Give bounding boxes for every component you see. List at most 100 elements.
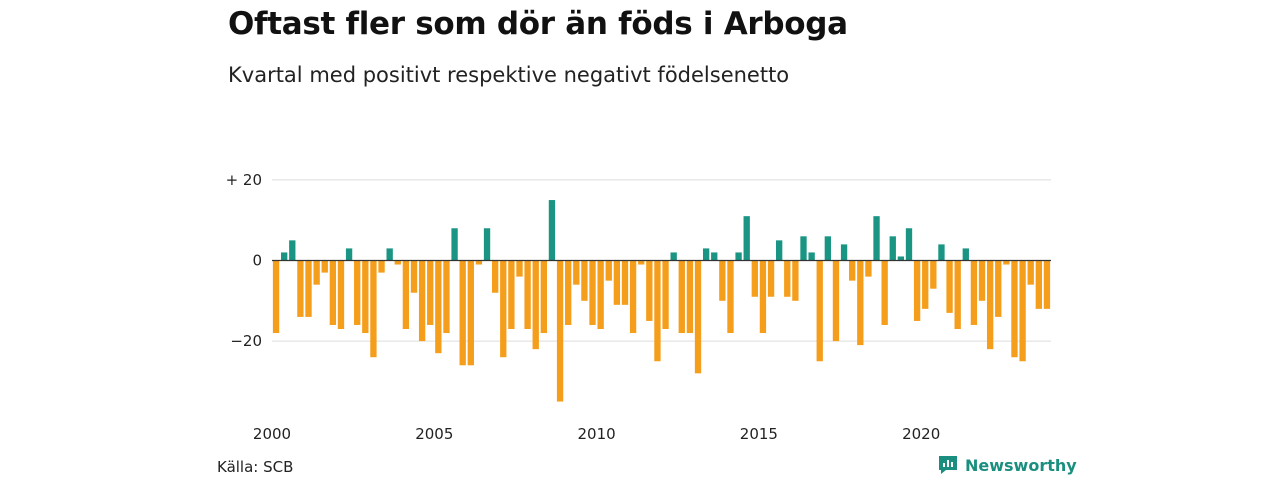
bar [1003, 260, 1010, 265]
y-axis-ticks: + 20 0 −20 [226, 171, 262, 350]
bar [443, 260, 450, 334]
bar [289, 240, 296, 261]
bar [508, 260, 515, 330]
bar [808, 252, 815, 261]
x-tick-label: 2005 [415, 425, 453, 443]
y-tick-label: + 20 [226, 171, 262, 189]
bar [272, 260, 280, 334]
bar [532, 260, 539, 350]
bar [524, 260, 531, 330]
bar [889, 236, 896, 261]
bar [329, 260, 337, 325]
bar [792, 260, 799, 301]
bar [784, 260, 791, 297]
bar [873, 216, 880, 261]
bar [800, 236, 807, 261]
bar [305, 260, 312, 317]
source-note: Källa: SCB [217, 458, 294, 476]
bar [491, 260, 499, 293]
bar [321, 260, 328, 273]
bar [646, 260, 653, 321]
bar [581, 260, 588, 301]
bar [776, 240, 783, 261]
bar [500, 260, 507, 358]
bar [483, 228, 491, 261]
bar [613, 260, 621, 305]
brand-name: Newsworthy [965, 455, 1077, 475]
bars [272, 200, 1051, 402]
bar [313, 260, 320, 285]
bar [840, 244, 848, 261]
x-tick-label: 2015 [740, 425, 778, 443]
bar [670, 252, 677, 261]
bar [938, 244, 945, 261]
bar [767, 260, 775, 297]
bar [1035, 260, 1042, 309]
bar [986, 260, 994, 350]
bar [881, 260, 888, 325]
bar [662, 260, 669, 330]
bar [435, 260, 442, 354]
brand-logo: Newsworthy [937, 454, 1077, 476]
bar [573, 260, 580, 285]
bar [865, 260, 872, 277]
bar [1027, 260, 1034, 285]
bar [516, 260, 523, 277]
bar [337, 260, 345, 330]
x-tick-label: 2000 [253, 425, 291, 443]
y-tick-label: 0 [252, 252, 262, 270]
bar [427, 260, 434, 325]
bar [297, 260, 304, 317]
bar [832, 260, 840, 342]
bar [451, 228, 458, 261]
bar [930, 260, 937, 289]
bar [913, 260, 921, 321]
bar [556, 260, 564, 402]
bar [475, 260, 483, 265]
y-tick-label: −20 [230, 332, 262, 350]
bar [849, 260, 856, 281]
bar [816, 260, 823, 362]
bar [743, 216, 750, 261]
chart-title: Oftast fler som dör än föds i Arboga [228, 6, 848, 42]
bar [386, 248, 393, 261]
bar [978, 260, 986, 301]
bar [857, 260, 864, 346]
bar [362, 260, 369, 334]
chart-subtitle: Kvartal med positivt respektive negativt… [228, 63, 790, 87]
bar [638, 260, 645, 265]
bar [954, 260, 961, 330]
grid-lines [272, 179, 1051, 342]
bar [1019, 260, 1026, 362]
bar [735, 252, 742, 261]
bar [711, 252, 718, 261]
bar [281, 252, 288, 261]
bar [467, 260, 474, 366]
bar [540, 260, 547, 334]
bar [946, 260, 953, 313]
bar [1011, 260, 1018, 358]
bar [597, 260, 604, 330]
bar [962, 248, 969, 261]
bar [402, 260, 410, 330]
bar [905, 228, 913, 261]
bar [565, 260, 572, 325]
bar [418, 260, 426, 342]
bar [678, 260, 685, 334]
bar [345, 248, 353, 261]
bar [1043, 260, 1051, 309]
bar [759, 260, 767, 334]
bar [629, 260, 637, 334]
bar [394, 260, 401, 265]
x-axis-ticks: 2000 2005 2010 2015 2020 [253, 425, 940, 443]
bar [719, 260, 726, 301]
bar [995, 260, 1002, 317]
bar [548, 200, 556, 261]
bar [702, 248, 710, 261]
bar [354, 260, 361, 325]
x-tick-label: 2020 [902, 425, 940, 443]
x-tick-label: 2010 [577, 425, 615, 443]
bar [605, 260, 612, 281]
bar [686, 260, 694, 334]
